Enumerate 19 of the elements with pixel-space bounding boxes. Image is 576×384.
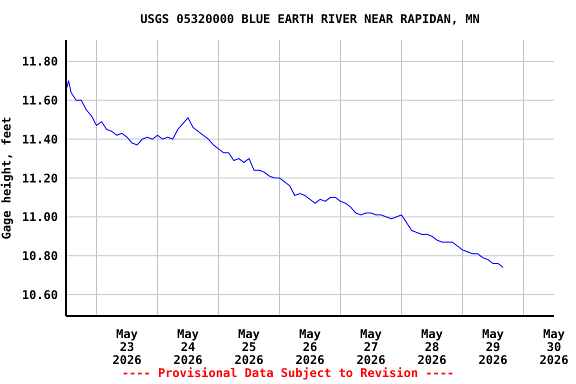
- y-tick-label: 10.60: [22, 288, 58, 302]
- y-tick-label: 10.80: [22, 249, 58, 264]
- line-series: [66, 80, 504, 268]
- y-tick-label: 11.00: [22, 210, 58, 224]
- x-tick-label: May 29 2026: [478, 327, 508, 367]
- y-tick-label: 11.40: [22, 132, 58, 146]
- x-tick-label: May 27 2026: [356, 327, 386, 367]
- y-tick-label: 11.60: [22, 94, 58, 108]
- y-axis-title: Gage height, feet: [0, 116, 14, 240]
- y-tick-label: 11.80: [22, 54, 58, 69]
- chart-title: USGS 05320000 BLUE EARTH RIVER NEAR RAPIDAN, MN: [139, 12, 481, 26]
- x-tick-label: May 23 2026: [112, 327, 142, 367]
- x-tick-label: May 30 2026: [540, 327, 568, 367]
- x-tick-label: May 25 2026: [234, 327, 264, 367]
- x-tick-label: May 24 2026: [174, 327, 202, 367]
- text: ---- Provisional Data Subject to Revision ----: [120, 366, 456, 380]
- x-tick-label: May 26 2026: [296, 327, 324, 367]
- y-tick-label: 11.20: [22, 171, 58, 186]
- x-tick-label: May 28 2026: [418, 327, 446, 367]
